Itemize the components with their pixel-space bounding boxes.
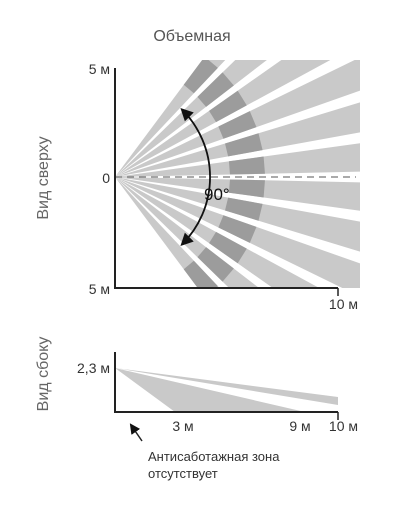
top-x-label-10m: 10 м: [329, 296, 358, 312]
detection-beam: [115, 60, 331, 177]
detection-beam-core: [225, 197, 263, 221]
detection-beams: [115, 60, 360, 288]
detection-beam-core: [183, 260, 218, 288]
top-view-label: Вид сверху: [35, 136, 52, 219]
side-beam-upper: [115, 368, 338, 405]
side-view: 2,3 м 3 м 9 м 10 м Вид сбоку Антисаботаж…: [35, 337, 358, 481]
side-x-label-9m: 9 м: [289, 418, 310, 434]
note-arrow: [129, 423, 143, 442]
detection-beam-core: [228, 179, 265, 198]
detection-beam-core: [183, 60, 218, 94]
angle-arc-arrow: [180, 108, 211, 246]
side-x-label-10m: 10 м: [329, 418, 358, 434]
detection-beam-core: [209, 90, 247, 123]
anti-tamper-note-line2: отсутствует: [148, 466, 218, 481]
angle-label: 90°: [204, 185, 230, 204]
top-view: 5 м 0 5 м 10 м Вид сверху 90°: [35, 60, 360, 312]
top-tick-zero: 0: [102, 170, 110, 186]
side-height-label: 2,3 м: [77, 360, 110, 376]
anti-tamper-note-line1: Антисаботажная зона: [148, 449, 280, 464]
detection-beam: [115, 177, 220, 288]
detection-beam-core: [197, 247, 234, 282]
detection-beam: [115, 60, 226, 177]
detection-beam-core: [218, 111, 257, 139]
diagram-title: Объемная: [153, 28, 230, 45]
top-tick-5m-upper: 5 м: [89, 61, 110, 77]
detection-beam-core: [225, 133, 263, 157]
side-beam-lower: [115, 368, 305, 412]
detection-beam-core: [197, 72, 234, 107]
top-tick-5m-lower: 5 м: [89, 281, 110, 297]
side-view-label: Вид сбоку: [35, 337, 52, 412]
detection-beam-core: [228, 156, 265, 175]
detection-beam-core: [209, 231, 247, 264]
detection-beam-core: [218, 215, 257, 243]
detection-beam: [115, 177, 360, 252]
side-x-label-3m: 3 м: [172, 418, 193, 434]
